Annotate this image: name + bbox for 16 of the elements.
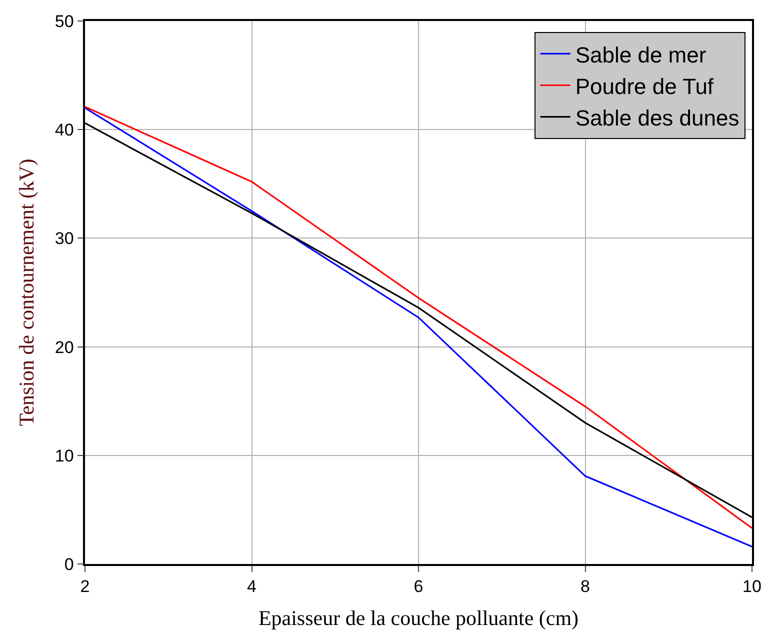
x-tick-label: 4 [247,577,256,596]
x-tick-label: 8 [580,577,590,596]
legend-label: Sable des dunes [575,105,740,130]
y-tick-label: 50 [54,12,74,31]
x-axis-title: Epaisseur de la couche polluante (cm) [258,606,579,630]
x-tick-label: 6 [414,577,424,596]
y-tick-label: 20 [54,338,74,357]
y-tick-label: 40 [54,120,74,140]
y-tick-label: 10 [54,446,74,466]
x-tick-label: 2 [80,577,90,596]
y-tick-label: 30 [54,229,74,248]
legend-label: Sable de mer [575,42,706,68]
y-tick-label: 0 [64,554,74,574]
y-axis-title: Tension de contournement (kV) [14,158,39,426]
x-tick-label: 10 [742,577,762,596]
legend-label: Poudre de Tuf [575,74,714,99]
